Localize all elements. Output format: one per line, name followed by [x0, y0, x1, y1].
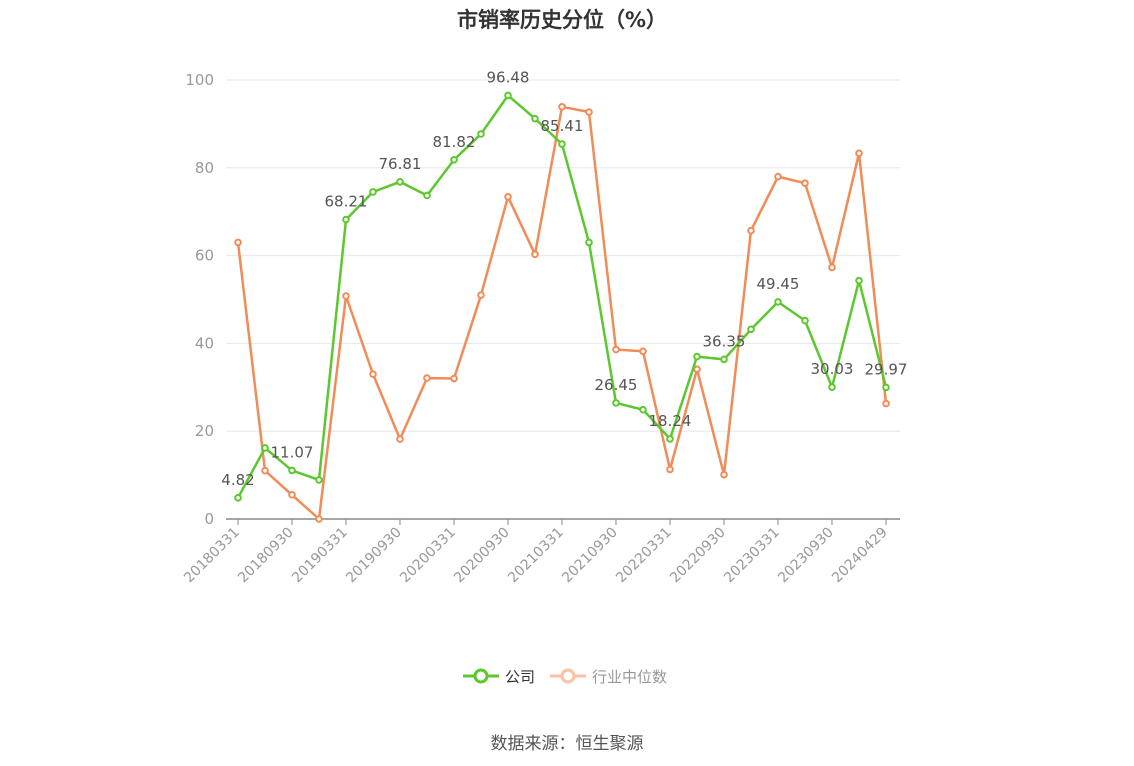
company-point	[369, 188, 377, 196]
industry-point	[693, 365, 701, 374]
company-point	[396, 178, 404, 186]
company-point	[828, 383, 836, 391]
x-tick-label: 20210930	[559, 525, 621, 587]
company-data-label: 11.07	[271, 443, 314, 461]
x-tick-label: 20200331	[397, 525, 459, 587]
x-tick-label: 20240429	[829, 525, 891, 587]
company-point	[882, 383, 890, 392]
legend-company-label: 公司	[505, 667, 536, 686]
industry-point	[342, 292, 350, 300]
company-data-label: 36.35	[703, 332, 746, 350]
company-point	[315, 476, 323, 484]
industry-point	[423, 374, 431, 382]
x-tick-label: 20220930	[667, 525, 729, 587]
industry-point	[315, 515, 323, 523]
company-point	[720, 355, 728, 364]
company-point	[801, 316, 809, 325]
industry-point	[828, 263, 836, 272]
company-point	[342, 215, 350, 224]
company-data-label: 18.24	[649, 412, 692, 430]
legend-item-company[interactable]: 公司	[463, 664, 535, 688]
data-labels: 4.82 11.07 68.21 76.81 81.82 96.48 85.41 26.45 1…	[221, 68, 907, 488]
y-tick-label: 0	[204, 510, 214, 528]
industry-point	[504, 192, 512, 201]
x-tick-label: 20230930	[775, 525, 837, 587]
industry-point	[396, 435, 404, 443]
x-tick-label: 20200930	[451, 525, 513, 587]
axes: 0 20 40 60 80 100 2018033120180930201903312019…	[181, 71, 900, 586]
legend-industry-label: 行业中位数	[592, 667, 668, 686]
company-data-label: 96.48	[487, 68, 530, 86]
series-company-line	[236, 94, 888, 499]
x-tick-label: 20220331	[613, 525, 675, 587]
company-point	[639, 405, 647, 414]
company-point	[666, 435, 674, 443]
company-point	[693, 352, 701, 361]
industry-point	[774, 172, 782, 181]
company-data-label: 4.82	[221, 471, 254, 489]
data-source: 数据来源：恒生聚源	[490, 734, 644, 754]
industry-point	[585, 108, 593, 116]
industry-point	[612, 345, 620, 354]
chart-title: 市销率历史分位（%）	[456, 8, 668, 32]
x-tick-label: 20210331	[505, 525, 567, 587]
x-tick-label: 20190930	[343, 525, 405, 587]
series-lines	[234, 91, 890, 523]
industry-point	[261, 466, 269, 475]
legend: 公司 行业中位数	[0, 664, 1134, 688]
company-point	[450, 156, 458, 164]
company-point	[855, 276, 863, 285]
company-point	[531, 114, 539, 123]
industry-point	[666, 465, 674, 474]
legend-company-swatch	[463, 668, 499, 684]
grid-lines	[226, 79, 900, 432]
company-point	[288, 466, 296, 475]
industry-point	[558, 102, 566, 111]
company-point	[612, 399, 620, 407]
y-tick-label: 20	[195, 422, 214, 440]
industry-point	[288, 491, 296, 499]
x-tick-label: 20190331	[289, 525, 351, 587]
company-data-label: 85.41	[541, 117, 584, 135]
y-tick-label: 80	[195, 159, 214, 177]
company-data-label: 76.81	[379, 155, 422, 173]
y-tick-label: 60	[195, 247, 214, 265]
x-tick-label: 20180331	[181, 525, 243, 587]
company-data-label: 30.03	[811, 360, 854, 378]
company-data-label: 49.45	[757, 275, 800, 293]
company-data-label: 68.21	[325, 193, 368, 211]
company-point	[504, 91, 512, 100]
industry-point	[801, 179, 809, 187]
industry-point	[855, 149, 863, 158]
company-point	[585, 238, 593, 247]
company-data-label: 26.45	[595, 376, 638, 394]
industry-point	[747, 226, 755, 235]
industry-point	[477, 291, 485, 299]
industry-point	[720, 470, 728, 479]
x-tick-label: 20180930	[235, 525, 297, 587]
legend-industry-swatch	[550, 668, 586, 684]
y-tick-label: 100	[185, 71, 214, 89]
line-chart: 0 20 40 60 80 100 2018033120180930201903312019…	[181, 68, 907, 586]
y-tick-label: 40	[195, 334, 214, 352]
company-point	[261, 444, 269, 452]
x-tick-label: 20230331	[721, 525, 783, 587]
industry-point	[882, 399, 890, 408]
legend-item-industry[interactable]: 行业中位数	[550, 664, 667, 688]
company-point	[558, 140, 566, 148]
industry-point	[639, 347, 647, 356]
industry-point	[450, 374, 458, 383]
industry-point	[531, 250, 539, 259]
company-point	[423, 191, 431, 200]
industry-point	[234, 238, 242, 247]
company-point	[477, 130, 485, 138]
company-point	[234, 494, 242, 502]
company-point	[747, 325, 755, 334]
legend-industry-marker	[560, 668, 576, 684]
industry-point	[369, 370, 377, 378]
company-data-label: 29.97	[865, 360, 908, 378]
legend-company-marker	[473, 668, 489, 684]
company-point	[774, 298, 782, 306]
company-data-label: 81.82	[433, 133, 476, 151]
